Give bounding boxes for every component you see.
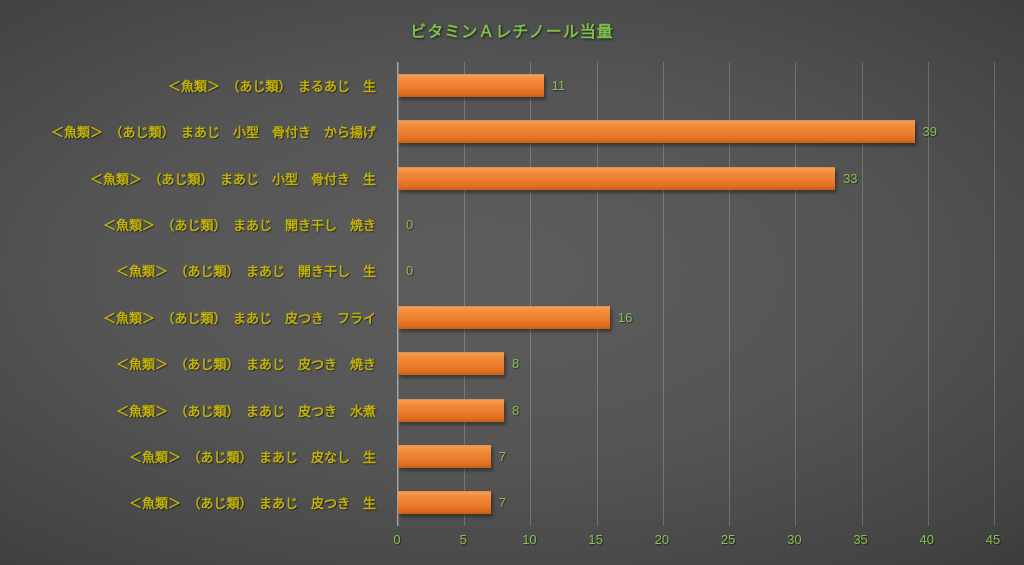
bar-row: 11 bbox=[398, 62, 1010, 108]
x-axis-tick-label: 25 bbox=[720, 532, 736, 547]
bar bbox=[398, 305, 610, 329]
gridline bbox=[927, 62, 929, 526]
x-axis-tick-label: 40 bbox=[919, 532, 934, 547]
gridline bbox=[596, 62, 598, 526]
bar-row: 7 bbox=[398, 480, 1010, 526]
category-label: ＜魚類＞ （あじ類） まあじ 皮つき フライ bbox=[102, 310, 376, 326]
bar-value-label: 16 bbox=[617, 309, 633, 325]
bar-value-label: 0 bbox=[406, 216, 414, 232]
x-axis-tick-label: 0 bbox=[393, 532, 401, 547]
gridline bbox=[662, 62, 664, 526]
category-label: ＜魚類＞ （あじ類） まあじ 皮つき 水煮 bbox=[115, 403, 376, 419]
category-label: ＜魚類＞ （あじ類） まあじ 小型 骨付き 生 bbox=[89, 171, 376, 187]
x-axis: 0 5 10 15 20 25 30 35 40 45 bbox=[0, 532, 1024, 552]
category-label: ＜魚類＞ （あじ類） まあじ 皮つき 焼き bbox=[115, 357, 376, 373]
gridline bbox=[398, 62, 399, 526]
bar-row: 0 bbox=[398, 201, 1010, 247]
bar bbox=[398, 491, 491, 515]
bar-rows: 11 39 33 0 0 16 8 8 7 7 bbox=[398, 62, 1010, 526]
gridline bbox=[795, 62, 797, 526]
x-axis-tick-label: 10 bbox=[522, 532, 537, 547]
category-label: ＜魚類＞ （あじ類） まるあじ 生 bbox=[167, 78, 376, 94]
category-label: ＜魚類＞ （あじ類） まあじ 皮なし 生 bbox=[128, 449, 376, 465]
x-axis-tick-label: 5 bbox=[459, 532, 467, 547]
bar bbox=[398, 73, 544, 97]
gridline bbox=[530, 62, 532, 526]
category-axis: ＜魚類＞ （あじ類） まるあじ 生 ＜魚類＞ （あじ類） まあじ 小型 骨付き か… bbox=[0, 62, 388, 526]
category-label: ＜魚類＞ （あじ類） まあじ 開き干し 生 bbox=[115, 264, 376, 280]
bar-value-label: 33 bbox=[843, 170, 858, 186]
gridline bbox=[994, 62, 995, 526]
x-axis-tick-label: 45 bbox=[985, 532, 1001, 547]
bar-value-label: 0 bbox=[406, 263, 414, 279]
bar bbox=[398, 166, 836, 190]
x-axis-tick-label: 20 bbox=[654, 532, 670, 547]
bar-row: 33 bbox=[398, 155, 1010, 201]
gridline bbox=[729, 62, 731, 526]
bar-value-label: 7 bbox=[498, 448, 506, 464]
bar-value-label: 8 bbox=[511, 402, 520, 418]
bar-row: 8 bbox=[398, 340, 1010, 386]
category-label: ＜魚類＞ （あじ類） まあじ 皮つき 生 bbox=[128, 496, 376, 512]
bar bbox=[398, 352, 504, 376]
bar bbox=[398, 120, 915, 144]
bar-row: 7 bbox=[398, 433, 1010, 479]
bar bbox=[398, 398, 504, 422]
x-axis-tick-label: 15 bbox=[588, 532, 603, 547]
bar-row: 39 bbox=[398, 108, 1010, 154]
bar-row: 0 bbox=[398, 248, 1010, 294]
gridline bbox=[861, 62, 863, 526]
chart-title: ビタミンＡレチノール当量 bbox=[410, 24, 614, 41]
bar-value-label: 39 bbox=[922, 124, 937, 140]
bar-value-label: 11 bbox=[551, 77, 566, 93]
bar bbox=[398, 444, 491, 468]
bar-value-label: 7 bbox=[498, 495, 506, 511]
bar-row: 16 bbox=[398, 294, 1010, 340]
gridline bbox=[464, 62, 466, 526]
plot-area: 11 39 33 0 0 16 8 8 7 7 bbox=[397, 62, 1010, 526]
category-label: ＜魚類＞ （あじ類） まあじ 小型 骨付き から揚げ bbox=[50, 125, 376, 141]
bar-value-label: 8 bbox=[511, 356, 520, 372]
x-axis-tick-label: 35 bbox=[853, 532, 868, 547]
bar-row: 8 bbox=[398, 387, 1010, 433]
x-axis-tick-label: 30 bbox=[787, 532, 802, 547]
category-label: ＜魚類＞ （あじ類） まあじ 開き干し 焼き bbox=[102, 217, 376, 233]
